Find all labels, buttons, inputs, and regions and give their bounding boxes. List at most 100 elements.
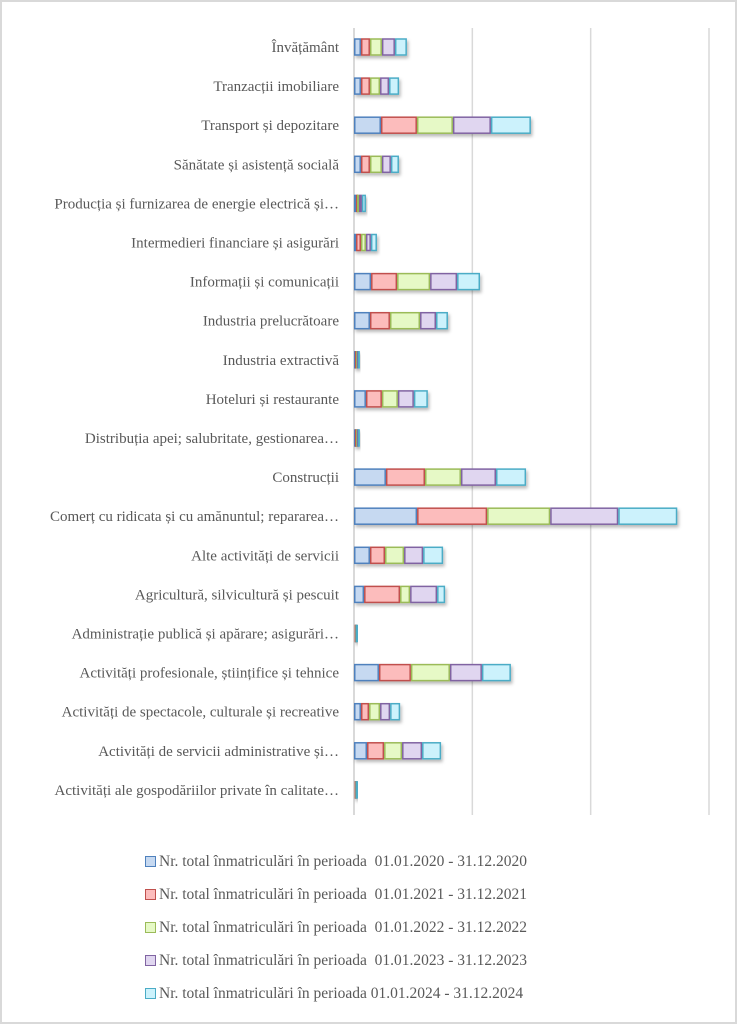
legend-item: Nr. total înmatriculări în perioada 01.0… [145, 944, 605, 977]
bar-segment-series-1 [354, 116, 381, 134]
category-labels: Învățământ Tranzacții imobiliare Transport… [50, 39, 340, 799]
bar-segment-series-4 [380, 77, 390, 95]
bar-group [354, 38, 407, 56]
bar-segment-series-2 [380, 116, 417, 134]
legend-label: Nr. total înmatriculări în perioada 01.0… [159, 918, 528, 936]
bar-segment-series-3 [400, 585, 411, 604]
bar-segment-series-4 [365, 233, 371, 252]
bar-segment-series-4 [381, 155, 391, 174]
bar-segment-series-3 [369, 702, 381, 721]
category-label: Intermedieri financiare și asigurări [131, 236, 339, 252]
bar-segment-series-4 [410, 585, 438, 604]
bar-segment-series-2 [417, 507, 488, 525]
bar-segment-series-5 [436, 311, 448, 330]
bar-segment-series-4 [402, 742, 423, 760]
bar-segment-series-4 [420, 311, 437, 330]
bar-segment-series-3 [389, 311, 421, 330]
bar-segment-series-1 [354, 702, 361, 721]
bar-segment-series-2 [367, 742, 385, 760]
bar-group [354, 311, 448, 330]
bar-segment-series-2 [356, 233, 361, 252]
legend-swatch-icon [145, 988, 156, 999]
bar-segment-series-4 [550, 507, 619, 525]
bar-segment-series-5 [370, 233, 377, 252]
category-label: Tranzacții imobiliare [213, 79, 339, 95]
bar-segment-series-5 [357, 429, 360, 447]
legend-swatch-icon [145, 889, 156, 900]
bar-segment-series-4 [381, 38, 395, 56]
bar-segment-series-5 [355, 781, 358, 799]
legend-swatch-icon [145, 922, 156, 933]
bar-segment-series-3 [356, 194, 360, 213]
bar-segment-series-4 [404, 546, 424, 565]
bar-segment-series-5 [390, 702, 401, 721]
bar-segment-series-1 [354, 585, 365, 604]
bar-segment-series-1 [354, 468, 386, 486]
bar-group [354, 390, 428, 408]
category-label: Distribuția apei; salubritate, gestionar… [85, 431, 339, 447]
legend-label: Nr. total înmatriculări în perioada 01.0… [159, 984, 524, 1002]
legend-label: Nr. total înmatriculări în perioada 01.0… [159, 852, 528, 870]
bar-group [354, 116, 531, 134]
bar-segment-series-4 [380, 702, 391, 721]
bar-segment-series-2 [360, 155, 370, 174]
bar-segment-series-2 [385, 468, 426, 486]
bar-segment-series-5 [394, 38, 407, 56]
gridlines [353, 28, 710, 815]
bar-segment-series-5 [390, 155, 399, 174]
bar-group [354, 468, 527, 486]
bar-segment-series-5 [389, 77, 400, 95]
bar-segment-series-1 [354, 390, 366, 408]
category-label: Activități profesionale, științifice și … [79, 666, 339, 682]
bar-segment-series-3 [425, 468, 461, 486]
bar-segment-series-1 [354, 507, 418, 525]
legend-label: Nr. total înmatriculări în perioada 01.0… [159, 885, 528, 903]
bar-group [354, 781, 358, 799]
legend-item: Nr. total înmatriculări în perioada 01.0… [145, 845, 605, 878]
bar-segment-series-3 [369, 38, 382, 56]
bar-group [354, 585, 446, 604]
bar-segment-series-5 [357, 351, 360, 369]
bar-group [354, 233, 377, 252]
bar-segment-series-4 [460, 468, 496, 486]
bar-segment-series-3 [384, 742, 403, 760]
bar-segment-series-3 [397, 272, 431, 291]
bar-segment-series-4 [397, 390, 414, 408]
legend: Nr. total înmatriculări în perioada 01.0… [145, 845, 605, 1010]
category-label: Industria extractivă [223, 353, 340, 369]
legend-item: Nr. total înmatriculări în perioada 01.0… [145, 911, 605, 944]
bar-segment-series-1 [354, 663, 379, 682]
bar-group [354, 429, 360, 447]
bar-group [354, 663, 511, 682]
category-label: Sănătate și asistență socială [174, 157, 340, 173]
legend-item: Nr. total înmatriculări în perioada 01.0… [145, 977, 605, 1010]
bar-segment-series-1 [354, 233, 357, 252]
category-label: Informații și comunicații [190, 275, 339, 291]
bar-segment-series-3 [487, 507, 551, 525]
bar-segment-series-5 [361, 194, 366, 213]
bar-group [354, 546, 444, 565]
category-label: Industria prelucrătoare [203, 314, 340, 330]
bar-segment-series-3 [369, 155, 382, 174]
bar-segment-series-1 [354, 155, 361, 174]
bar-segment-series-4 [358, 194, 362, 213]
bar-segment-series-5 [481, 663, 511, 682]
bar-segment-series-1 [354, 272, 372, 291]
bar-segment-series-2 [360, 38, 370, 56]
bar-segment-series-5 [355, 624, 358, 643]
bar-segment-series-4 [449, 663, 482, 682]
category-label: Comerț cu ridicata și cu amănuntul; repa… [50, 509, 339, 525]
category-label: Activități de servicii administrative și… [98, 744, 339, 760]
bar-segment-series-2 [369, 311, 390, 330]
bar-segment-series-1 [354, 546, 370, 565]
bar-segment-series-2 [378, 663, 411, 682]
legend-swatch-icon [145, 955, 156, 966]
bar-group [354, 155, 399, 174]
bar-group [354, 624, 358, 643]
bar-group [354, 272, 481, 291]
category-label: Hoteluri și restaurante [206, 392, 340, 408]
bar-segment-series-3 [410, 663, 450, 682]
category-label: Transport și depozitare [201, 118, 339, 134]
category-label: Administrație publică și apărare; asigur… [72, 627, 339, 643]
